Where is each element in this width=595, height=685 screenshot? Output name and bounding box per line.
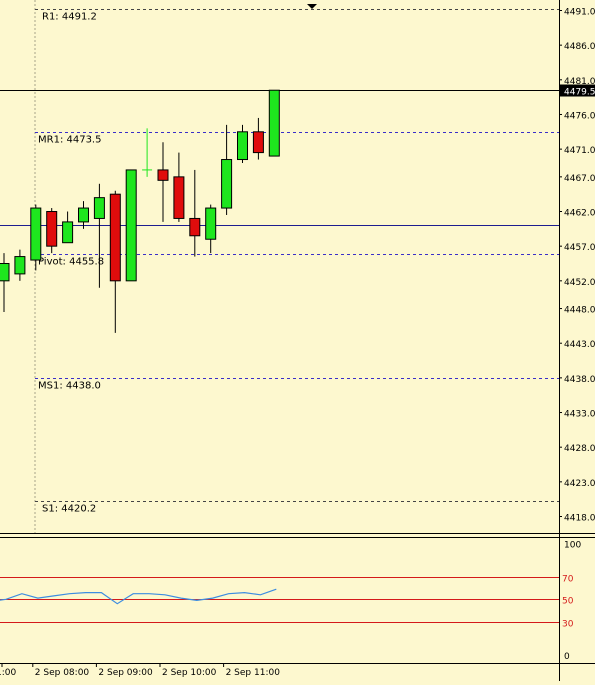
indicator-tick-label: 100 bbox=[564, 541, 581, 551]
price-tick-label: 4443.0 bbox=[564, 340, 595, 350]
candle bbox=[252, 117, 264, 160]
indicator-level-box bbox=[561, 571, 574, 584]
candle-body bbox=[173, 176, 185, 219]
price-axis: 4491.0 4486.0 4481.0 4476.0 4471.0 4467.0 4462… bbox=[559, 0, 595, 681]
price-tick-label: 4471.0 bbox=[564, 146, 595, 156]
indicator-tick-label: 0 bbox=[564, 652, 570, 662]
price-tick-label: 4438.0 bbox=[564, 375, 595, 385]
candle-body bbox=[252, 131, 264, 154]
level-label: R1: 4491.2 bbox=[42, 12, 97, 23]
candle bbox=[62, 211, 74, 244]
indicator-level-box bbox=[561, 616, 574, 629]
candle bbox=[14, 249, 26, 281]
candle-body bbox=[93, 197, 105, 219]
candle-body bbox=[237, 131, 248, 161]
candle bbox=[30, 204, 42, 271]
price-tick-label: 4452.0 bbox=[564, 278, 595, 288]
candle bbox=[78, 201, 89, 229]
current-price-box bbox=[560, 84, 595, 97]
price-tick-label: 4423.0 bbox=[564, 479, 595, 489]
indicator-level-label: 50 bbox=[562, 597, 574, 607]
candle-body bbox=[157, 169, 169, 181]
candle bbox=[157, 142, 169, 222]
time-tick-label: 2 Sep 08:00 bbox=[35, 668, 90, 678]
panel-gap bbox=[0, 533, 559, 537]
indicator-line bbox=[0, 588, 277, 605]
candle-body bbox=[109, 193, 121, 282]
candle-body bbox=[205, 207, 217, 240]
price-tick-label: 4486.0 bbox=[564, 42, 595, 52]
candle bbox=[109, 190, 121, 333]
candle-body bbox=[125, 169, 137, 282]
candle-body bbox=[62, 221, 74, 244]
time-axis: 1:00 2 Sep 08:00 2 Sep 09:00 2 Sep 10:00 2 S… bbox=[0, 663, 280, 678]
price-tick-label: 4418.0 bbox=[564, 514, 595, 524]
candle bbox=[173, 152, 185, 222]
candle-body bbox=[189, 217, 201, 237]
price-tick-label: 4448.0 bbox=[564, 306, 595, 316]
price-tick-label: 4457.0 bbox=[564, 243, 595, 253]
price-tick-label: 4462.0 bbox=[564, 209, 595, 219]
candle bbox=[189, 169, 201, 257]
candle bbox=[125, 169, 137, 282]
time-tick-label: 2 Sep 11:00 bbox=[226, 668, 281, 678]
level-label: Pivot: 4455.8 bbox=[38, 257, 104, 268]
candle bbox=[221, 124, 233, 215]
price-tick-label: 4428.0 bbox=[564, 444, 595, 454]
level-label: S1: 4420.2 bbox=[42, 504, 96, 515]
candle-body bbox=[14, 256, 26, 275]
time-tick-label: 2 Sep 09:00 bbox=[98, 668, 153, 678]
candle-body bbox=[0, 263, 10, 282]
time-tick-label: 1:00 bbox=[0, 668, 16, 678]
candle bbox=[205, 204, 217, 254]
pivot-levels: R1: 4491.2 MR1: 4473.5 Pivot: 4455.8 MS1: 4… bbox=[0, 9, 559, 515]
period-marker-icon bbox=[307, 4, 317, 9]
level-label: MR1: 4473.5 bbox=[38, 135, 101, 146]
candle bbox=[237, 124, 248, 163]
indicator-level-box bbox=[561, 593, 574, 606]
candle bbox=[0, 253, 10, 313]
candle bbox=[142, 128, 153, 177]
candle-body bbox=[221, 159, 233, 209]
candle-body bbox=[78, 207, 89, 223]
candles bbox=[0, 89, 280, 333]
price-tick-label: 4433.0 bbox=[564, 410, 595, 420]
indicator-panel: 70 50 30 100 0 bbox=[0, 533, 595, 664]
candle-body bbox=[30, 207, 42, 261]
price-tick-label: 4491.0 bbox=[564, 8, 595, 18]
price-tick-label: 4467.0 bbox=[564, 174, 595, 184]
candle-body bbox=[268, 89, 280, 157]
candle-body bbox=[46, 211, 58, 247]
current-price-label: 4479.5 bbox=[564, 88, 595, 98]
axis-background bbox=[559, 0, 595, 681]
level-label: MS1: 4438.0 bbox=[38, 381, 101, 392]
indicator-level-label: 70 bbox=[562, 575, 574, 585]
candle bbox=[93, 183, 105, 288]
candle bbox=[46, 208, 58, 254]
indicator-level-label: 30 bbox=[562, 620, 574, 630]
candle bbox=[268, 89, 280, 157]
time-tick-label: 2 Sep 10:00 bbox=[162, 668, 217, 678]
price-tick-label: 4476.0 bbox=[564, 111, 595, 121]
price-tick-label: 4481.0 bbox=[564, 77, 595, 87]
